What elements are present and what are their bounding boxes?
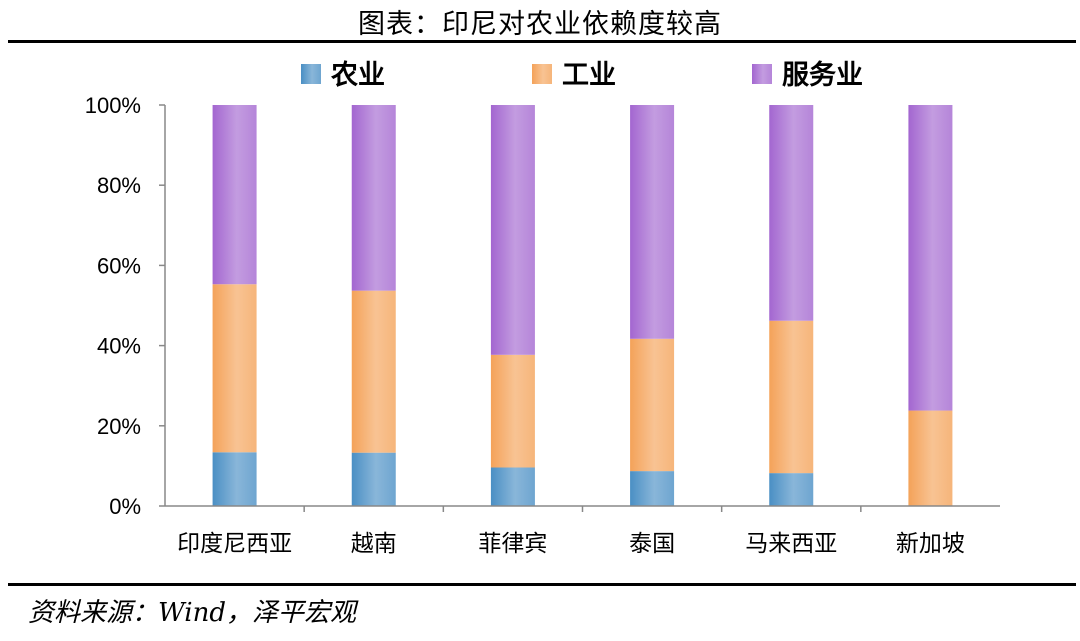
bar-segment-农业-马来西亚 — [769, 473, 814, 506]
bar-segment-工业-印度尼西亚 — [212, 284, 257, 453]
x-axis: 印度尼西亚 越南 菲律宾 泰国 马来西亚 新加坡 — [165, 505, 1000, 557]
y-tick-label: 20% — [97, 414, 141, 439]
source-note: 资料来源：Wind，泽平宏观 — [28, 598, 356, 628]
bar-segment-工业-越南 — [351, 290, 396, 453]
bar-segment-工业-马来西亚 — [769, 320, 814, 474]
y-tick-label: 80% — [97, 173, 141, 198]
legend-label-农业: 农业 — [330, 60, 385, 91]
bar-segment-农业-菲律宾 — [490, 467, 535, 506]
top-rule — [8, 40, 1076, 43]
y-tick-label: 60% — [97, 253, 141, 278]
legend-swatch-工业 — [532, 64, 552, 84]
x-category-label: 马来西亚 — [745, 531, 837, 557]
legend: 农业 工业 服务业 — [301, 60, 863, 91]
x-category-label: 菲律宾 — [478, 531, 547, 557]
bar-segment-农业-越南 — [351, 452, 396, 506]
bar-segment-服务业-越南 — [351, 105, 396, 291]
bar-segment-农业-泰国 — [630, 471, 675, 506]
y-tick-label: 0% — [109, 494, 141, 519]
bar-segment-服务业-马来西亚 — [769, 105, 814, 321]
bar-segment-工业-新加坡 — [908, 410, 953, 506]
legend-swatch-服务业 — [752, 64, 772, 84]
y-tick-label: 40% — [97, 334, 141, 359]
legend-label-工业: 工业 — [562, 60, 616, 91]
bar-segment-工业-菲律宾 — [490, 354, 535, 468]
y-tick-label: 100% — [85, 93, 141, 118]
bar-segment-服务业-菲律宾 — [490, 105, 535, 355]
bottom-rule — [8, 583, 1076, 586]
bar-segment-服务业-新加坡 — [908, 105, 953, 411]
x-category-label: 泰国 — [629, 531, 675, 557]
x-category-label: 印度尼西亚 — [177, 531, 292, 557]
legend-swatch-农业 — [301, 64, 321, 84]
x-category-label: 新加坡 — [896, 531, 965, 557]
y-axis: 0% 20% 40% 60% 80% 100% — [85, 93, 166, 519]
bars — [212, 105, 953, 506]
stacked-bar-chart: 农业 工业 服务业 0% 20% 40% 60% 80% 100% 印度尼西亚 越南 菲律宾 泰国 马… — [85, 60, 1000, 557]
bar-segment-服务业-印度尼西亚 — [212, 105, 257, 285]
legend-label-服务业: 服务业 — [782, 60, 863, 91]
x-category-label: 越南 — [351, 531, 397, 557]
bar-segment-工业-泰国 — [630, 338, 675, 472]
bar-segment-农业-印度尼西亚 — [212, 452, 257, 506]
bar-segment-服务业-泰国 — [630, 105, 675, 339]
chart-title: 图表：印尼对农业依赖度较高 — [358, 9, 722, 40]
